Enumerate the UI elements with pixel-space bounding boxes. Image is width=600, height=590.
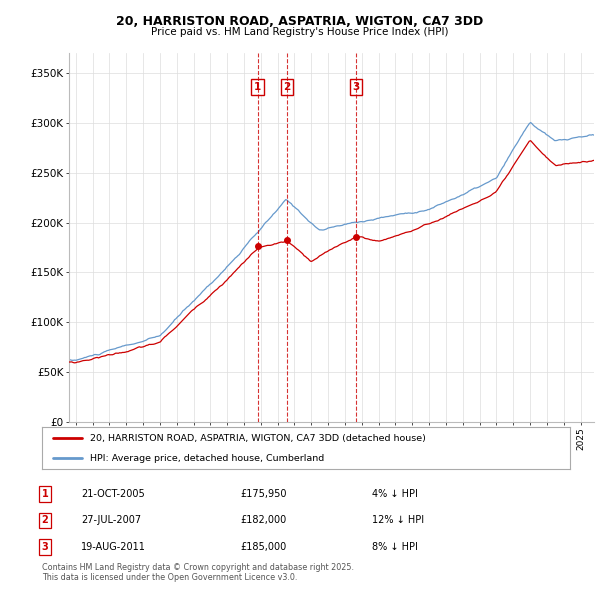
- Text: £185,000: £185,000: [240, 542, 286, 552]
- Text: 19-AUG-2011: 19-AUG-2011: [81, 542, 146, 552]
- Text: 8% ↓ HPI: 8% ↓ HPI: [372, 542, 418, 552]
- Text: 2: 2: [284, 82, 291, 92]
- Text: £175,950: £175,950: [240, 489, 287, 499]
- Text: Price paid vs. HM Land Registry's House Price Index (HPI): Price paid vs. HM Land Registry's House …: [151, 27, 449, 37]
- Text: 12% ↓ HPI: 12% ↓ HPI: [372, 516, 424, 525]
- Text: 21-OCT-2005: 21-OCT-2005: [81, 489, 145, 499]
- Text: 2: 2: [41, 516, 49, 525]
- Text: 20, HARRISTON ROAD, ASPATRIA, WIGTON, CA7 3DD: 20, HARRISTON ROAD, ASPATRIA, WIGTON, CA…: [116, 15, 484, 28]
- Text: HPI: Average price, detached house, Cumberland: HPI: Average price, detached house, Cumb…: [89, 454, 324, 463]
- Text: Contains HM Land Registry data © Crown copyright and database right 2025.: Contains HM Land Registry data © Crown c…: [42, 563, 354, 572]
- Text: 3: 3: [352, 82, 359, 92]
- Text: £182,000: £182,000: [240, 516, 286, 525]
- Text: 4% ↓ HPI: 4% ↓ HPI: [372, 489, 418, 499]
- Text: This data is licensed under the Open Government Licence v3.0.: This data is licensed under the Open Gov…: [42, 573, 298, 582]
- Text: 1: 1: [254, 82, 261, 92]
- Text: 3: 3: [41, 542, 49, 552]
- Text: 1: 1: [41, 489, 49, 499]
- Text: 27-JUL-2007: 27-JUL-2007: [81, 516, 141, 525]
- Text: 20, HARRISTON ROAD, ASPATRIA, WIGTON, CA7 3DD (detached house): 20, HARRISTON ROAD, ASPATRIA, WIGTON, CA…: [89, 434, 425, 442]
